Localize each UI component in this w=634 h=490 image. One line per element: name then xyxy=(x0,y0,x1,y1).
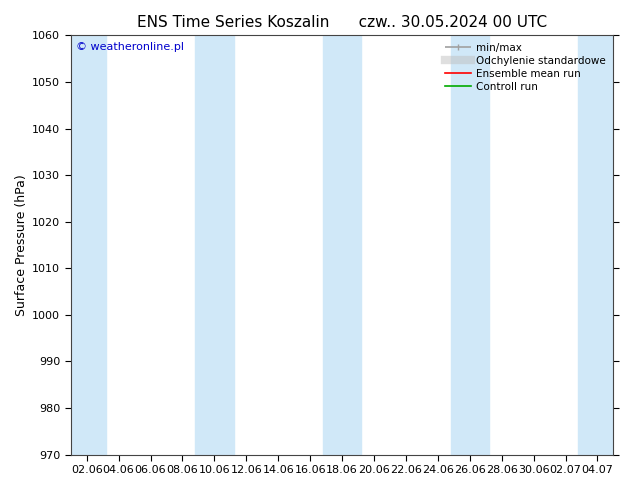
Bar xyxy=(578,35,617,455)
Bar xyxy=(323,35,361,455)
Bar xyxy=(67,35,106,455)
Legend: min/max, Odchylenie standardowe, Ensemble mean run, Controll run: min/max, Odchylenie standardowe, Ensembl… xyxy=(441,38,611,96)
Text: © weatheronline.pl: © weatheronline.pl xyxy=(76,42,184,51)
Title: ENS Time Series Koszalin      czw.. 30.05.2024 00 UTC: ENS Time Series Koszalin czw.. 30.05.202… xyxy=(137,15,547,30)
Y-axis label: Surface Pressure (hPa): Surface Pressure (hPa) xyxy=(15,174,28,316)
Bar xyxy=(451,35,489,455)
Bar xyxy=(195,35,233,455)
